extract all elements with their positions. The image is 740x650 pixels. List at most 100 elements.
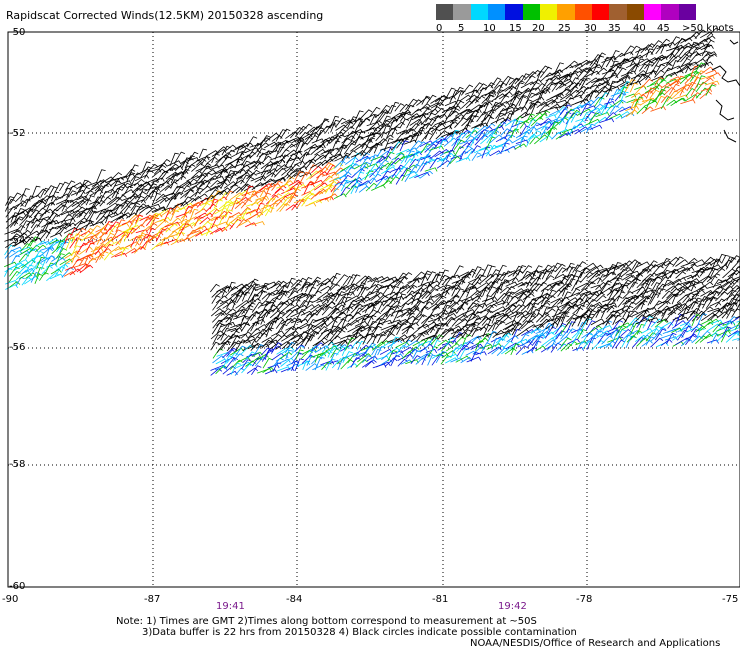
wind-barb: [434, 120, 446, 126]
wind-barb: [545, 295, 556, 303]
wind-barb: [520, 81, 536, 89]
wind-barb: [570, 100, 586, 106]
wind-barb: [560, 311, 570, 322]
wind-barb: [374, 177, 387, 189]
wind-barb: [180, 168, 190, 181]
wind-barb: [554, 263, 566, 273]
wind-barb: [689, 64, 702, 71]
wind-barb: [596, 67, 608, 75]
wind-barb: [457, 271, 472, 278]
wind-barb: [256, 148, 266, 158]
wind-barb: [346, 150, 357, 159]
wind-barb: [621, 279, 632, 290]
wind-barb: [96, 169, 106, 183]
wind-barb: [502, 329, 513, 338]
wind-barb: [545, 114, 557, 119]
wind-barb: [705, 82, 717, 93]
wind-barb: [720, 302, 732, 314]
wind-barb: [465, 302, 477, 315]
note-line-1: Note: 1) Times are GMT 2)Times along bot…: [116, 616, 537, 627]
wind-barb: [490, 269, 500, 278]
wind-barb: [307, 349, 317, 359]
wind-barb: [226, 341, 239, 352]
wind-barb: [380, 170, 392, 181]
wind-barb: [281, 309, 294, 317]
wind-barb: [250, 283, 261, 296]
wind-barb: [381, 125, 391, 139]
wind-barb: [130, 172, 142, 182]
wind-barb: [474, 95, 486, 104]
wind-barb: [300, 281, 311, 292]
wind-barb: [331, 358, 345, 369]
wind-barb: [685, 334, 697, 346]
wind-barb: [699, 37, 712, 44]
wind-barb: [620, 70, 637, 77]
wind-barb: [134, 245, 145, 254]
wind-barb: [54, 182, 64, 193]
wind-barb: [290, 279, 303, 288]
wind-barb: [262, 322, 274, 333]
wind-barb: [586, 326, 599, 337]
wind-barb: [689, 293, 699, 302]
wind-barb: [299, 133, 313, 141]
wind-barb: [704, 35, 716, 43]
wind-barb: [430, 284, 441, 292]
wind-barb: [274, 312, 284, 324]
wind-barb: [389, 338, 405, 344]
wind-barb: [584, 70, 600, 78]
wind-barb: [205, 185, 219, 193]
wind-barb: [560, 337, 572, 347]
wind-barb: [351, 168, 365, 179]
wind-barb: [402, 315, 417, 324]
wind-barb: [585, 123, 596, 134]
wind-barb: [80, 198, 92, 206]
wind-barb: [655, 326, 667, 336]
wind-barb: [451, 138, 462, 152]
wind-barb: [310, 145, 324, 156]
wind-barb: [427, 303, 440, 310]
wind-barb: [721, 326, 732, 338]
wind-barb: [340, 179, 351, 192]
legend-swatch: [453, 4, 472, 20]
wind-barb: [191, 170, 203, 179]
wind-barb: [405, 278, 420, 287]
wind-barb: [79, 246, 93, 255]
wind-barb: [532, 265, 543, 276]
lat-label: -50: [9, 27, 26, 38]
wind-barb: [59, 241, 69, 253]
wind-barb: [670, 308, 682, 316]
wind-barb: [591, 340, 605, 351]
wind-barb: [175, 221, 190, 231]
wind-barb: [666, 47, 680, 59]
wind-barb: [717, 281, 732, 290]
wind-barb: [559, 93, 574, 101]
wind-barb: [640, 44, 653, 54]
wind-barb: [64, 217, 76, 223]
wind-barb: [336, 318, 347, 328]
wind-barb: [379, 162, 392, 170]
wind-barb: [657, 305, 671, 316]
wind-barb: [265, 341, 277, 348]
wind-barb: [361, 315, 374, 321]
wind-barb: [638, 50, 654, 59]
wind-barb: [596, 330, 611, 339]
wind-barb: [588, 112, 600, 124]
wind-barb: [460, 348, 470, 358]
wind-barb: [280, 317, 294, 325]
wind-barb: [605, 310, 617, 320]
wind-barb: [411, 292, 421, 305]
wind-barb: [510, 92, 521, 103]
wind-barb: [249, 169, 260, 178]
wind-barb: [606, 85, 616, 98]
wind-barb: [40, 201, 56, 211]
wind-barb: [294, 181, 304, 195]
wind-barb: [581, 113, 591, 123]
wind-barb: [591, 289, 603, 296]
wind-barb: [241, 363, 254, 374]
wind-barb: [306, 134, 319, 146]
wind-barb: [180, 211, 191, 225]
wind-barb: [671, 320, 687, 329]
wind-barb: [720, 285, 734, 295]
wind-barb: [590, 284, 602, 289]
wind-barb: [335, 311, 346, 321]
